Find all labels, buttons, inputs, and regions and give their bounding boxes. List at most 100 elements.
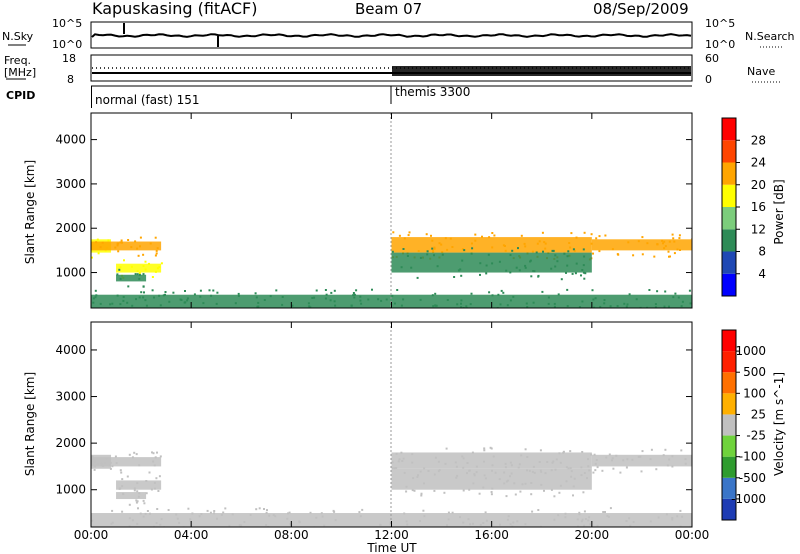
power-region-4-speck-20 (461, 248, 464, 251)
velocity-region-5-speck-24 (405, 490, 408, 493)
power-region-7-speck-19 (216, 291, 219, 294)
power-region-7-speck-111 (352, 292, 355, 294)
power-region-4-speck-64 (590, 233, 593, 236)
velocity-region-1-speck-6 (119, 469, 122, 472)
velocity-region-7-speck-120 (320, 512, 323, 515)
velocity-region-7-speck-128 (459, 516, 461, 519)
power-region-1-speck-7 (154, 254, 157, 257)
velocity-region-1-speck-2 (159, 455, 162, 458)
velocity-region-7-speck-133 (564, 512, 567, 515)
velocity-region-5-speck-0 (416, 476, 419, 478)
power-region-6-speck-26 (617, 253, 620, 256)
power-region-2 (116, 263, 162, 273)
power-region-5-speck-17 (574, 272, 577, 275)
velocity-region-5-speck-41 (518, 463, 521, 466)
power-region-1 (91, 241, 162, 251)
power-region-7-speck-39 (688, 289, 691, 292)
velocity-region-6-speck-26 (593, 453, 596, 456)
velocity-region-4-speck-39 (483, 447, 486, 450)
power-region-7-speck-77 (158, 294, 161, 297)
velocity-colorbar-tick-label-0: 1000 (735, 344, 766, 358)
velocity-region-7-speck-43 (409, 531, 411, 533)
velocity-region-7-speck-134 (423, 515, 426, 518)
power-region-4-speck-11 (417, 250, 420, 252)
power-region-7-speck-100 (370, 314, 372, 316)
power-region-4-speck-30 (488, 236, 491, 239)
power-region-7-speck-120 (162, 294, 165, 297)
velocity-region-5-speck-19 (475, 471, 478, 474)
velocity-region-3-speck-10 (122, 493, 125, 496)
power-region-5-speck-31 (530, 275, 533, 278)
power-region-7-speck-185 (499, 309, 501, 311)
power-region-7-speck-74 (334, 304, 337, 307)
power-region-7-speck-129 (603, 299, 606, 301)
power-region-5-speck-3 (461, 259, 464, 262)
velocity-region-6-speck-19 (684, 462, 687, 465)
power-region-7-speck-207 (94, 289, 97, 292)
power-region-7-speck-30 (164, 293, 166, 296)
velocity-region-7-speck-13 (137, 507, 139, 510)
power-region-6-speck-4 (663, 247, 666, 250)
velocity-region-6-speck-33 (608, 453, 611, 456)
power-region-4-speck-67 (474, 233, 477, 236)
power-region-7-speck-132 (235, 313, 237, 315)
power-region-1-speck-12 (156, 247, 159, 250)
velocity-region-6-speck-34 (619, 471, 622, 474)
velocity-region-1-speck-11 (111, 465, 114, 468)
velocity-region-7-speck-89 (128, 525, 131, 527)
power-region-4-speck-60 (433, 247, 436, 250)
power-region-7-speck-51 (516, 314, 518, 316)
velocity-region-2-speck-2 (121, 478, 124, 481)
noise-left-tick-top: 10^5 (52, 17, 82, 30)
power-colorbar-swatch-7 (722, 118, 736, 141)
velocity-region-4-speck-41 (483, 449, 486, 452)
power-region-7-speck-35 (502, 291, 505, 294)
velocity-region-7-speck-45 (191, 512, 194, 515)
velocity-region-2-speck-5 (145, 492, 148, 495)
time-tick-label-5: 20:00 (575, 528, 610, 542)
velocity-region-5-speck-8 (482, 486, 485, 489)
power-region-4-speck-16 (441, 251, 444, 254)
power-region-1-speck-11 (121, 241, 123, 244)
power-region-5-speck-61 (580, 274, 582, 277)
power-region-7-speck-183 (180, 299, 183, 301)
power-region-6-speck-1 (662, 242, 664, 245)
power-region-3-speck-1 (142, 285, 145, 288)
power-region-7-speck-186 (603, 302, 606, 305)
power-region-5-speck-28 (453, 276, 456, 278)
power-region-7-speck-191 (307, 302, 310, 305)
velocity-region-4-speck-53 (587, 458, 589, 461)
velocity-region-5-speck-43 (456, 474, 459, 477)
velocity-region-1-speck-17 (108, 464, 111, 467)
power-region-6-speck-25 (637, 240, 640, 243)
power-region-4-speck-42 (573, 249, 576, 252)
velocity-region-5-speck-7 (478, 492, 481, 495)
velocity-region-7-speck-127 (479, 523, 482, 526)
power-region-5-speck-56 (563, 252, 566, 255)
velocity-colorbar-tick-label-2: 100 (743, 386, 766, 400)
velocity-region-5-speck-21 (540, 483, 543, 486)
velocity-region-6 (591, 454, 692, 467)
velocity-region-1-speck-3 (91, 455, 94, 458)
velocity-region-7-speck-185 (159, 523, 162, 526)
power-region-7-speck-164 (325, 293, 328, 296)
velocity-region-5-speck-46 (573, 477, 576, 480)
velocity-region-4-speck-20 (517, 466, 520, 469)
velocity-region-7-speck-158 (607, 515, 610, 518)
velocity-region-5-speck-15 (588, 469, 591, 472)
power-region-5-speck-52 (575, 262, 578, 265)
power-region-7-speck-72 (369, 310, 371, 312)
velocity-region-2-speck-14 (136, 490, 139, 493)
velocity-region-7-speck-20 (578, 511, 581, 514)
velocity-region-7-speck-80 (136, 522, 139, 525)
power-region-4-speck-59 (493, 234, 496, 237)
power-colorbar-swatch-2 (722, 229, 736, 252)
velocity-region-4-speck-61 (461, 455, 464, 458)
power-region-4-speck-27 (520, 234, 523, 237)
velocity-region-7-speck-32 (231, 513, 234, 516)
velocity-region-5-speck-60 (462, 489, 465, 492)
velocity-region-7-speck-39 (447, 511, 450, 514)
velocity-region-6-speck-6 (662, 454, 665, 457)
power-region-4-speck-18 (438, 242, 441, 245)
power-region-7-speck-168 (143, 291, 145, 294)
